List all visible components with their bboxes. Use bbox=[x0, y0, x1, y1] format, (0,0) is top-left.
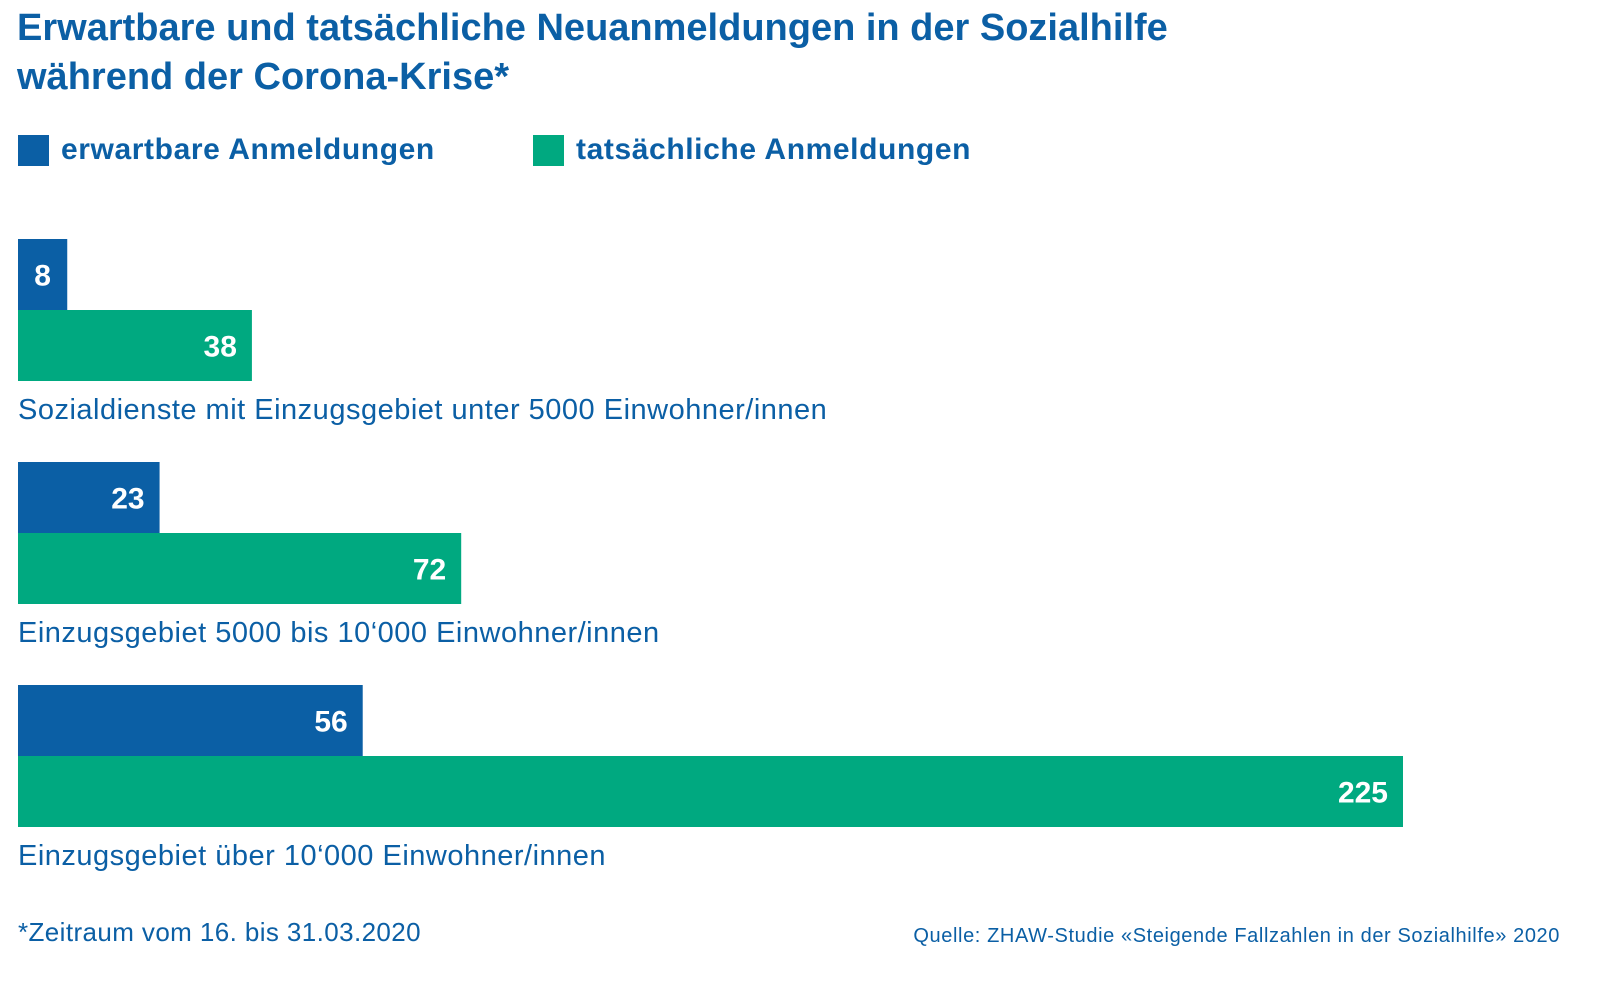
legend-swatch-actual bbox=[533, 135, 564, 166]
category-label-2: Einzugsgebiet 5000 bis 10‘000 Einwohner/… bbox=[18, 617, 660, 649]
legend-swatch-expected bbox=[18, 135, 49, 166]
bar-group-1: 8 38 Sozialdienste mit Einzugsgebiet unter… bbox=[18, 239, 827, 426]
category-label-1: Sozialdienste mit Einzugsgebiet unter 50… bbox=[18, 394, 827, 426]
bar-value-expected-3: 56 bbox=[314, 706, 347, 739]
category-label-3: Einzugsgebiet über 10‘000 Einwohner/inne… bbox=[18, 840, 606, 872]
bar-actual-1 bbox=[18, 310, 252, 381]
bar-group-2: 23 72 Einzugsgebiet 5000 bis 10‘000 Einwoh… bbox=[18, 462, 660, 649]
legend-label-actual: tatsächliche Anmeldungen bbox=[576, 133, 972, 166]
bar-actual-3 bbox=[18, 756, 1403, 827]
source-note: Quelle: ZHAW-Studie «Steigende Fallzahle… bbox=[913, 925, 1560, 947]
bar-group-3: 56 225 Einzugsgebiet über 10‘000 Einwohner… bbox=[18, 685, 1403, 872]
legend-label-expected: erwartbare Anmeldungen bbox=[61, 133, 435, 166]
chart-title-line-2: während der Corona-Krise* bbox=[17, 56, 509, 98]
footnote: *Zeitraum vom 16. bis 31.03.2020 bbox=[18, 917, 422, 947]
bar-actual-2 bbox=[18, 533, 462, 604]
bar-value-actual-2: 72 bbox=[413, 554, 446, 587]
bar-expected-2 bbox=[18, 462, 160, 533]
chart-title-line-1: Erwartbare und tatsächliche Neuanmeldung… bbox=[17, 7, 1168, 49]
bar-expected-3 bbox=[18, 685, 363, 756]
bar-value-expected-1: 8 bbox=[34, 260, 51, 293]
chart-title: Erwartbare und tatsächliche Neuanmeldung… bbox=[17, 4, 1517, 102]
bar-expected-1 bbox=[18, 239, 68, 310]
bar-value-expected-2: 23 bbox=[111, 483, 144, 516]
bar-value-actual-3: 225 bbox=[1338, 777, 1388, 810]
bar-value-actual-1: 38 bbox=[204, 331, 237, 364]
